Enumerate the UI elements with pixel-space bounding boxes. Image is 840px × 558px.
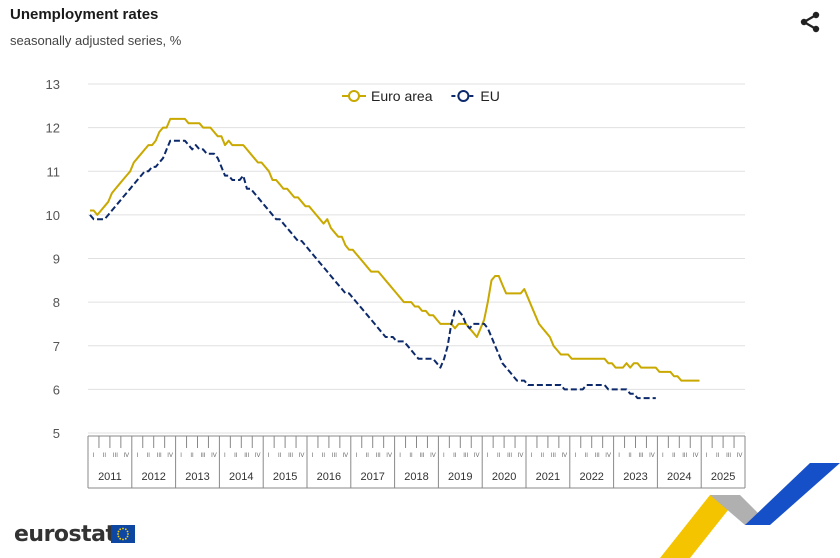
quarter-label: III (595, 453, 600, 459)
quarter-label: II (103, 453, 107, 459)
quarter-label: I (136, 453, 138, 459)
quarter-label: II (541, 453, 545, 459)
quarter-label: IV (167, 453, 173, 459)
quarter-label: II (147, 453, 151, 459)
quarter-label: II (628, 453, 632, 459)
year-label: 2022 (579, 471, 603, 483)
quarter-label: I (93, 453, 95, 459)
quarter-label: III (638, 453, 643, 459)
quarter-label: IV (211, 453, 217, 459)
quarter-label: II (497, 453, 501, 459)
quarter-label: III (463, 453, 468, 459)
quarter-label: II (585, 453, 589, 459)
series-line-eu (89, 139, 656, 400)
quarter-label: III (507, 453, 512, 459)
eurostat-logo: eurostat (14, 522, 116, 547)
y-tick-label: 11 (47, 164, 61, 179)
quarter-label: I (399, 453, 401, 459)
quarter-label: I (662, 453, 664, 459)
quarter-label: I (355, 453, 357, 459)
y-tick-label: 10 (46, 208, 60, 223)
y-tick-label: 5 (53, 426, 60, 441)
quarter-label: II (366, 453, 370, 459)
year-label: 2019 (448, 471, 472, 483)
quarter-label: II (453, 453, 457, 459)
quarter-label: IV (255, 453, 261, 459)
chart-title: Unemployment rates (10, 6, 159, 23)
legend-marker-eu (457, 90, 470, 102)
quarter-label: IV (299, 453, 305, 459)
quarter-label: II (322, 453, 326, 459)
quarter-label: I (574, 453, 576, 459)
y-tick-label: 6 (53, 382, 60, 397)
quarter-label: IV (123, 453, 129, 459)
quarter-label: II (409, 453, 413, 459)
quarter-label: I (312, 453, 314, 459)
quarter-label: II (190, 453, 194, 459)
eu-flag-icon (111, 525, 135, 543)
year-label: 2025 (711, 471, 735, 483)
quarter-label: III (419, 453, 424, 459)
year-label: 2016 (317, 471, 341, 483)
y-tick-label: 12 (46, 121, 60, 136)
quarter-label: IV (342, 453, 348, 459)
y-tick-label: 13 (46, 77, 60, 92)
quarter-label: III (682, 453, 687, 459)
quarter-label: II (234, 453, 238, 459)
chart-subtitle: seasonally adjusted series, % (10, 33, 182, 48)
quarter-label: IV (518, 453, 524, 459)
year-label: 2012 (141, 471, 165, 483)
year-label: 2014 (229, 471, 253, 483)
year-label: 2011 (98, 471, 122, 483)
quarter-label: I (618, 453, 620, 459)
quarter-label: III (200, 453, 205, 459)
legend-marker-euro-area (348, 90, 360, 102)
y-tick-label: 9 (53, 252, 60, 267)
year-label: 2021 (536, 471, 560, 483)
quarter-label: III (551, 453, 556, 459)
year-label: 2023 (623, 471, 647, 483)
y-tick-label: 8 (53, 295, 60, 310)
legend-label-euro-area: Euro area (371, 88, 433, 104)
quarter-label: III (288, 453, 293, 459)
quarter-label: IV (605, 453, 611, 459)
quarter-label: I (268, 453, 270, 459)
quarter-label: III (332, 453, 337, 459)
year-label: 2020 (492, 471, 516, 483)
year-label: 2018 (404, 471, 428, 483)
quarter-label: IV (474, 453, 480, 459)
quarter-label: IV (430, 453, 436, 459)
year-label: 2024 (667, 471, 691, 483)
year-label: 2015 (273, 471, 297, 483)
quarter-label: I (180, 453, 182, 459)
quarter-label: IV (386, 453, 392, 459)
quarter-label: I (224, 453, 226, 459)
quarter-label: IV (649, 453, 655, 459)
share-icon[interactable] (798, 10, 822, 34)
quarter-label: I (487, 453, 489, 459)
quarter-label: I (443, 453, 445, 459)
quarter-label: I (531, 453, 533, 459)
quarter-label: II (672, 453, 676, 459)
quarter-label: III (376, 453, 381, 459)
quarter-label: IV (737, 453, 743, 459)
quarter-label: III (244, 453, 249, 459)
quarter-label: I (706, 453, 708, 459)
quarter-label: III (726, 453, 731, 459)
year-label: 2017 (360, 471, 384, 483)
quarter-label: II (716, 453, 720, 459)
quarter-label: III (157, 453, 162, 459)
quarter-label: IV (693, 453, 699, 459)
decorative-ribbon-graphic (660, 463, 840, 558)
y-tick-label: 7 (53, 339, 60, 354)
series-line-euro-area (90, 117, 700, 382)
quarter-label: IV (561, 453, 567, 459)
quarter-label: II (278, 453, 282, 459)
year-label: 2013 (185, 471, 209, 483)
legend-label-eu: EU (480, 88, 499, 104)
quarter-label: III (113, 453, 118, 459)
